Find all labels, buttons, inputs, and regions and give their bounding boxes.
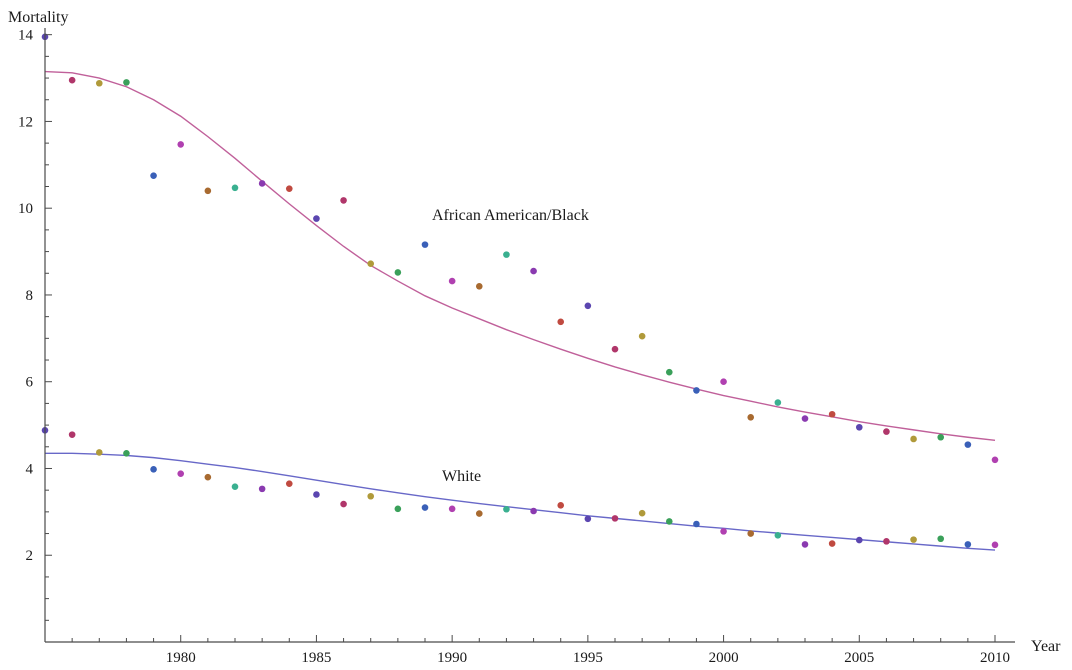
data-point-white [910, 536, 917, 543]
annotation-african-american-black: African American/Black [432, 207, 589, 224]
data-point-white [448, 505, 456, 513]
data-point-african-american-black [665, 368, 673, 376]
data-point-white [747, 530, 755, 537]
data-point-african-american-black [503, 251, 510, 258]
data-point-white [937, 535, 945, 543]
data-point-african-american-black [801, 415, 809, 422]
data-point-african-american-black [231, 184, 239, 192]
data-point-african-american-black [747, 413, 755, 421]
data-point-african-american-black [855, 423, 863, 431]
data-point-african-american-black [964, 441, 972, 448]
data-point-white [991, 541, 999, 549]
y-tick-label: 12 [18, 114, 33, 130]
data-point-white [340, 500, 347, 508]
data-point-african-american-black [258, 180, 266, 187]
ticks: 1980 1985 1990 1995 2000 2005 2010 2 4 6 8 10 12 14 [18, 28, 1010, 666]
annotation-white: White [442, 468, 481, 485]
data-point-african-american-black [68, 76, 76, 84]
x-tick-label: 1985 [301, 650, 331, 666]
data-point-african-american-black [883, 428, 890, 435]
data-point-white [258, 485, 266, 493]
data-point-white [231, 483, 239, 490]
data-point-white [421, 504, 429, 511]
data-point-african-american-black [720, 378, 727, 386]
data-point-white [584, 515, 592, 523]
y-tick-label: 4 [26, 461, 34, 477]
data-point-white [68, 431, 76, 438]
data-point-white [503, 505, 510, 513]
data-point-african-american-black [937, 433, 945, 441]
data-point-african-american-black [611, 345, 619, 353]
data-point-african-american-black [910, 435, 917, 443]
data-point-white [828, 540, 836, 547]
data-point-white [530, 507, 537, 515]
data-point-african-american-black [95, 79, 103, 87]
x-tick-label: 1995 [573, 650, 603, 666]
y-tick-label: 14 [18, 28, 34, 44]
data-point-african-american-black [693, 387, 700, 394]
data-point-african-american-black [313, 215, 320, 222]
data-point-white [557, 502, 565, 509]
data-point-white [774, 531, 782, 539]
data-point-white [883, 538, 890, 545]
fit-curves [44, 70, 996, 551]
data-point-white [964, 541, 972, 548]
data-point-white [285, 480, 293, 487]
x-axis-title: Year [1031, 638, 1061, 655]
fit-curve-white [45, 452, 996, 551]
data-point-african-american-black [285, 185, 293, 192]
data-point-african-american-black [584, 302, 592, 310]
data-points [41, 33, 999, 549]
data-point-white [801, 541, 809, 548]
data-point-african-american-black [150, 172, 157, 179]
data-point-african-american-black [340, 197, 347, 204]
data-point-african-american-black [991, 456, 999, 464]
data-point-white [123, 449, 130, 457]
data-point-african-american-black [774, 399, 782, 406]
data-point-african-american-black [204, 187, 212, 195]
data-point-white [367, 492, 375, 500]
data-point-white [693, 520, 700, 528]
data-point-white [720, 528, 727, 535]
data-point-african-american-black [123, 79, 130, 86]
data-point-white [394, 505, 402, 513]
y-tick-label: 2 [26, 548, 34, 564]
x-tick-label: 2010 [980, 650, 1010, 666]
data-point-white [855, 536, 863, 544]
data-point-white [638, 509, 646, 517]
data-point-african-american-black [530, 267, 537, 275]
x-tick-label: 2005 [844, 650, 874, 666]
data-point-african-american-black [394, 269, 402, 276]
data-point-african-american-black [638, 332, 646, 340]
y-axis-title: Mortality [8, 9, 68, 26]
data-point-white [204, 473, 212, 481]
data-point-white [313, 491, 320, 498]
x-tick-label: 1980 [166, 650, 196, 666]
data-point-white [665, 518, 673, 525]
y-tick-label: 8 [26, 288, 34, 304]
data-point-white [177, 470, 185, 477]
data-point-white [150, 466, 157, 473]
data-point-african-american-black [557, 318, 565, 326]
data-point-african-american-black [367, 260, 375, 268]
data-point-white [611, 515, 619, 522]
data-point-african-american-black [828, 410, 836, 418]
data-point-white [95, 449, 103, 456]
x-tick-label: 1990 [437, 650, 467, 666]
data-point-african-american-black [475, 282, 483, 290]
axes [44, 28, 1015, 643]
data-point-white [475, 510, 483, 517]
fit-curve-african-american-black [44, 70, 996, 441]
data-point-african-american-black [448, 277, 456, 285]
y-tick-label: 10 [18, 201, 33, 217]
data-point-african-american-black [421, 241, 429, 248]
y-tick-label: 6 [26, 375, 34, 391]
x-tick-label: 2000 [709, 650, 739, 666]
data-point-african-american-black [177, 141, 185, 148]
